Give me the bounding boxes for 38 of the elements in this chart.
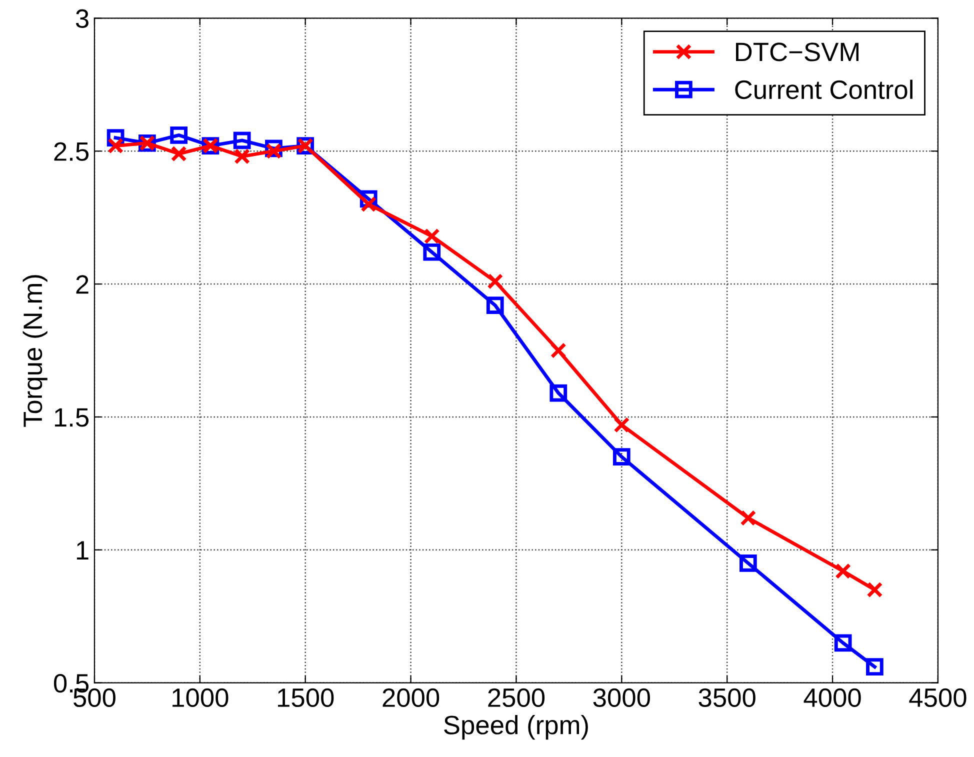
y-tick-label: 2 <box>76 275 88 294</box>
point <box>550 342 566 358</box>
x-tick-label: 4500 <box>909 688 966 708</box>
point <box>486 296 504 314</box>
legend-label: DTC−SVM <box>736 42 858 62</box>
y-tick-label: 1.5 <box>54 408 89 427</box>
point <box>740 554 757 572</box>
point <box>423 243 441 261</box>
y-tick-label: 1 <box>76 541 88 560</box>
x-tick-label: 1000 <box>172 688 228 708</box>
point <box>550 384 568 402</box>
point <box>108 138 124 154</box>
x-tick-label: 3000 <box>593 688 650 708</box>
point <box>834 634 852 652</box>
point <box>170 126 188 144</box>
x-tick-label: 3500 <box>698 688 756 708</box>
point <box>612 448 630 466</box>
y-axis-title: Torque (N.m) <box>22 275 48 427</box>
point <box>487 273 504 290</box>
x-tick-label: 4000 <box>804 688 861 708</box>
point <box>170 146 187 162</box>
point <box>866 658 884 676</box>
x-tick-label: 2500 <box>488 688 545 708</box>
point <box>866 582 883 598</box>
y-tick-label: 3 <box>76 9 88 28</box>
point <box>614 416 630 433</box>
point <box>234 148 250 164</box>
y-tick-label: 2.5 <box>54 142 89 161</box>
point <box>835 563 852 580</box>
point <box>360 196 377 212</box>
point <box>740 510 756 526</box>
point <box>233 132 251 150</box>
point <box>266 143 282 160</box>
point <box>424 228 440 244</box>
x-tick-label: 2000 <box>382 688 440 708</box>
x-tick-label: 1500 <box>278 688 334 708</box>
legend-label: Current Control <box>735 80 912 100</box>
x-axis-title: Speed (rpm) <box>444 715 588 740</box>
